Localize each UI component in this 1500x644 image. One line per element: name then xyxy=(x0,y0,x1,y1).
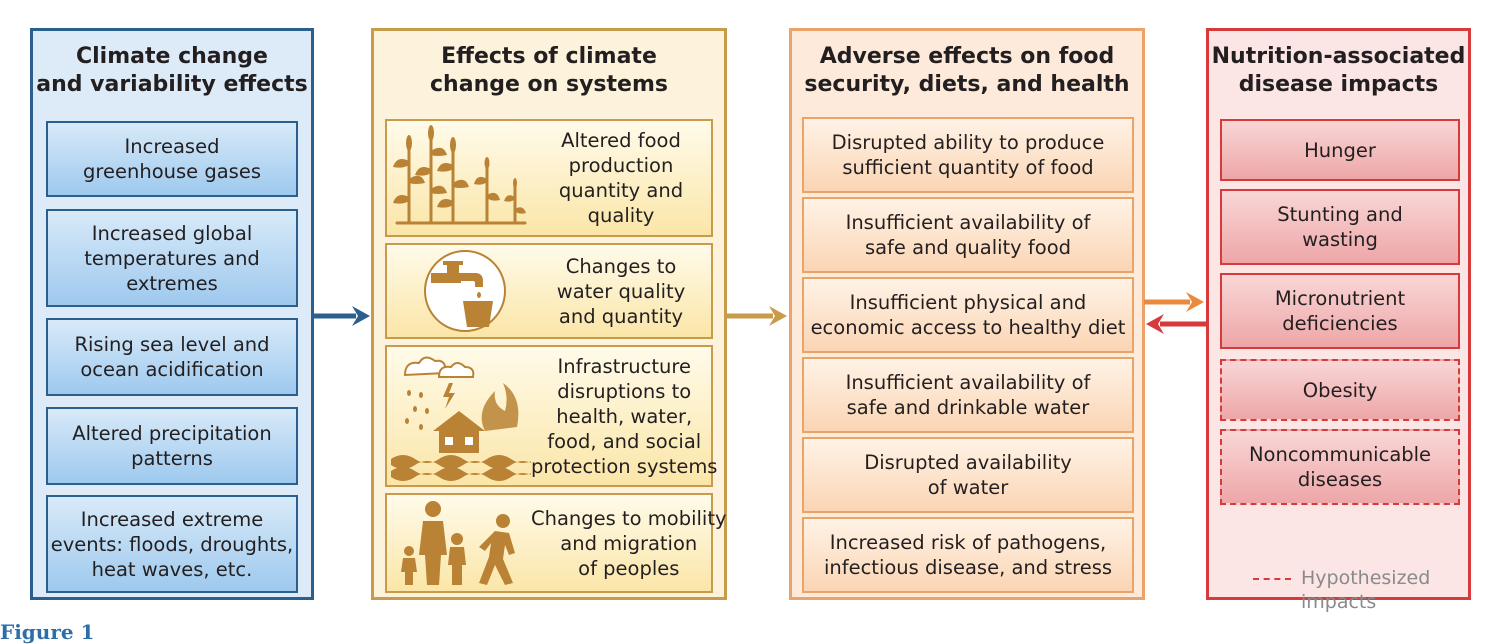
systems-item-water-label: Changes to water quality and quantity xyxy=(556,254,686,328)
systems-item-infrastructure-label: Infrastructure disruptions to health, wate… xyxy=(531,354,718,478)
family-migration-icon xyxy=(387,495,531,591)
hypothesized-legend: Hypothesized impacts xyxy=(1253,566,1430,614)
climate-item-greenhouse: Increased greenhouse gases xyxy=(46,121,298,197)
nutrition-item-obesity: Obesity xyxy=(1220,359,1460,421)
arrow-adverse-to-nutrition xyxy=(1144,292,1204,312)
adverse-effects-column: Adverse effects on food security, diets, … xyxy=(789,28,1145,600)
adverse-item-water-availability: Disrupted availability of water xyxy=(802,437,1134,513)
corn-field-icon xyxy=(387,121,531,235)
nutrition-item-hunger: Hunger xyxy=(1220,119,1460,181)
adverse-effects-title: Adverse effects on food security, diets, … xyxy=(804,44,1130,97)
legend-dashed-line xyxy=(1253,578,1291,580)
nutrition-impacts-column: Nutrition-associated disease impacts Hung… xyxy=(1206,28,1471,613)
climate-item-sea-level: Rising sea level and ocean acidification xyxy=(46,318,298,396)
nutrition-item-micronutrient: Micronutrient deficiencies xyxy=(1220,273,1460,349)
adverse-item-safe-food: Insufficient availability of safe and qua… xyxy=(802,197,1134,273)
climate-item-extreme-events: Increased extreme events: floods, drought… xyxy=(46,495,298,593)
adverse-item-pathogens: Increased risk of pathogens, infectious d… xyxy=(802,517,1134,593)
climate-effects-title: Climate change and variability effects xyxy=(36,44,308,97)
arrow-nutrition-to-adverse xyxy=(1146,314,1206,334)
nutrition-impacts-title: Nutrition-associated disease impacts xyxy=(1211,44,1466,97)
nutrition-item-ncd: Noncommunicable diseases xyxy=(1220,429,1460,505)
adverse-item-healthy-diet: Insufficient physical and economic access… xyxy=(802,277,1134,353)
adverse-item-food-quantity: Disrupted ability to produce sufficient q… xyxy=(802,117,1134,193)
climate-item-precipitation: Altered precipitation patterns xyxy=(46,407,298,485)
systems-item-food-production: Altered food production quantity and qualit… xyxy=(385,119,713,237)
climate-item-temperatures: Increased global temperatures and extremes xyxy=(46,209,298,307)
arrow-climate-to-systems xyxy=(312,306,370,326)
systems-item-migration-label: Changes to mobility and migration of peopl… xyxy=(531,506,727,580)
systems-effects-title: Effects of climate change on systems xyxy=(430,44,668,97)
adverse-item-drinkable-water: Insufficient availability of safe and dri… xyxy=(802,357,1134,433)
systems-item-water: Changes to water quality and quantity xyxy=(385,243,713,339)
systems-item-migration: Changes to mobility and migration of peopl… xyxy=(385,493,727,593)
storm-flood-house-icon xyxy=(387,347,535,485)
faucet-bucket-icon xyxy=(387,245,531,337)
figure-label: Figure 1 xyxy=(0,620,95,644)
arrow-systems-to-adverse xyxy=(727,306,787,326)
legend-label: Hypothesized impacts xyxy=(1301,567,1431,613)
systems-item-food-production-label: Altered food production quantity and qualit… xyxy=(558,129,684,227)
systems-item-infrastructure: Infrastructure disruptions to health, wate… xyxy=(385,345,717,487)
systems-effects-column: Effects of climate change on systems xyxy=(371,28,727,600)
nutrition-item-stunting: Stunting and wasting xyxy=(1220,189,1460,265)
climate-effects-column: Climate change and variability effects In… xyxy=(30,28,314,600)
